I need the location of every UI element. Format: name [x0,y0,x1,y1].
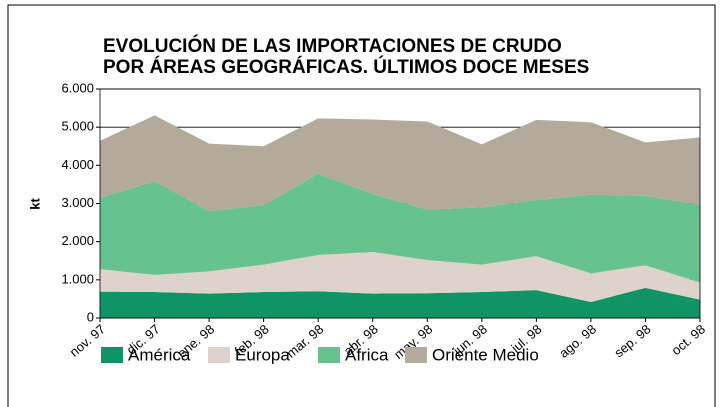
chart-title: EVOLUCIÓN DE LAS IMPORTACIONES DE CRUDO [103,35,562,57]
y-tick-label: 2.000 [61,233,94,248]
y-tick-label: 4.000 [61,157,94,172]
legend-swatch [405,347,427,363]
chart-title: POR ÁREAS GEOGRÁFICAS. ÚLTIMOS DOCE MESE… [103,56,589,78]
plot-border [99,88,701,319]
legend-swatch [318,347,340,363]
area [100,173,700,283]
legend-swatch [208,347,230,363]
legend-label: África [345,345,389,364]
frame [7,4,716,407]
y-tick-label: 5.000 [61,119,94,134]
area [100,115,700,212]
legend-label: Oriente Medio [432,345,539,364]
x-tick-label: ago. 98 [556,321,599,360]
y-axis-label: kt [27,198,42,210]
y-tick-label: 3.000 [61,195,94,210]
legend-label: América [128,345,191,364]
y-tick-label: 0 [87,309,94,324]
area [100,251,700,302]
y-tick-label: 1.000 [61,271,94,286]
x-tick-label: sep. 98 [611,321,653,360]
legend-swatch [101,347,123,363]
legend-label: Europa [235,345,290,364]
area [100,287,700,318]
y-tick-label: 6.000 [61,80,94,95]
x-tick-label: oct. 98 [669,321,709,358]
